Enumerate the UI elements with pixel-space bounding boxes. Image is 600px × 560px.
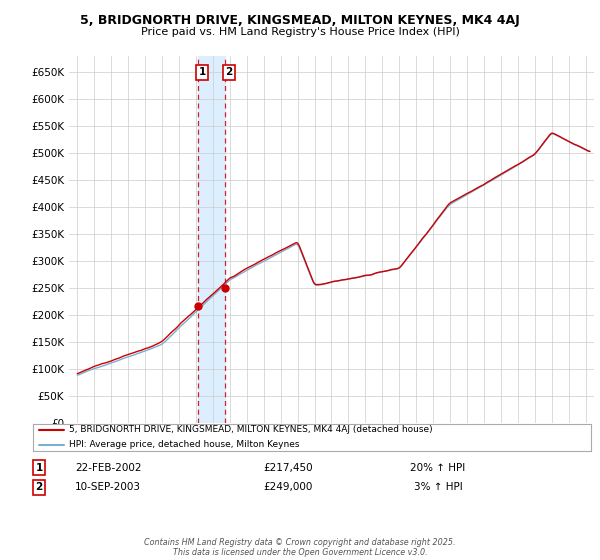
Text: 1: 1 (199, 67, 206, 77)
Text: Price paid vs. HM Land Registry's House Price Index (HPI): Price paid vs. HM Land Registry's House … (140, 27, 460, 37)
Text: 1: 1 (35, 463, 43, 473)
Text: 2: 2 (35, 482, 43, 492)
Text: 2: 2 (226, 67, 233, 77)
Text: HPI: Average price, detached house, Milton Keynes: HPI: Average price, detached house, Milt… (69, 440, 300, 449)
Text: 22-FEB-2002: 22-FEB-2002 (75, 463, 141, 473)
Text: £249,000: £249,000 (263, 482, 313, 492)
Text: 5, BRIDGNORTH DRIVE, KINGSMEAD, MILTON KEYNES, MK4 4AJ (detached house): 5, BRIDGNORTH DRIVE, KINGSMEAD, MILTON K… (69, 426, 433, 435)
Text: £217,450: £217,450 (263, 463, 313, 473)
Text: 20% ↑ HPI: 20% ↑ HPI (410, 463, 466, 473)
Text: 10-SEP-2003: 10-SEP-2003 (75, 482, 141, 492)
Text: 3% ↑ HPI: 3% ↑ HPI (413, 482, 463, 492)
Bar (198, 56, 225, 423)
Text: 5, BRIDGNORTH DRIVE, KINGSMEAD, MILTON KEYNES, MK4 4AJ: 5, BRIDGNORTH DRIVE, KINGSMEAD, MILTON K… (80, 14, 520, 27)
Text: Contains HM Land Registry data © Crown copyright and database right 2025.
This d: Contains HM Land Registry data © Crown c… (144, 538, 456, 557)
